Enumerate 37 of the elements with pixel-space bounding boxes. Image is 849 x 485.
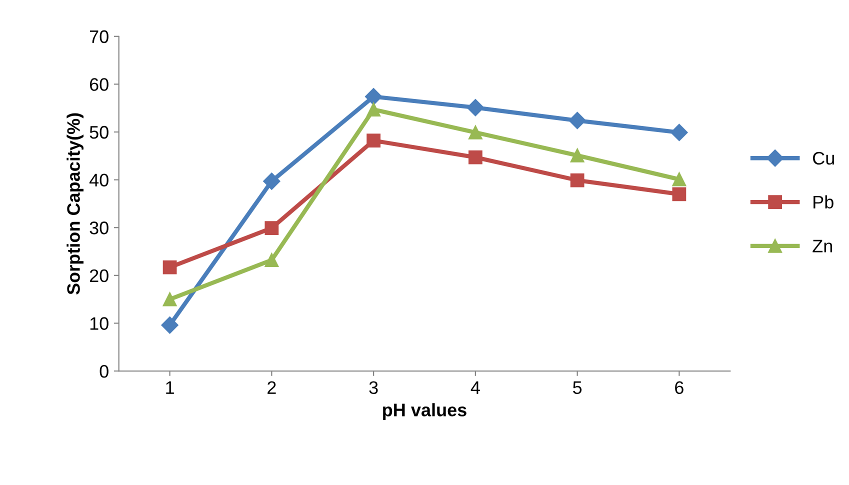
point [264,221,279,236]
point [366,134,381,148]
y-tick-label: 60 [90,78,108,91]
legend-label: Pb [814,195,834,209]
point [162,292,177,306]
point [672,187,686,202]
point [365,88,382,106]
x-tick-label: 6 [675,381,684,394]
point [161,316,178,334]
y-tick-label: 10 [90,317,108,330]
x-tick-label: 1 [166,381,174,394]
y-tick-label: 70 [90,30,108,44]
x-tick-label: 3 [369,381,378,394]
x-axis-title: pH values [383,403,466,420]
point [264,253,279,268]
point [366,102,381,116]
legend-label: Zn [812,240,832,252]
point [570,148,584,162]
legend-label: Cu [813,152,834,165]
x-tick-label: 4 [470,381,480,394]
point [162,260,177,274]
x-tick-label: 2 [268,381,276,394]
point [672,172,686,186]
point [468,150,482,164]
y-tick-label: 50 [90,126,108,139]
point [568,112,586,130]
point [468,126,482,140]
x-tick-label: 5 [573,381,582,394]
y-tick-label: 40 [89,174,108,187]
point [466,99,484,116]
y-axis-title: Sorption Capacity(%) [66,113,84,294]
point [570,173,584,188]
y-tick-label: 20 [90,269,108,282]
point [670,124,688,142]
point [263,172,280,190]
y-tick-label: 30 [90,222,108,234]
y-tick-label: 0 [100,364,108,378]
